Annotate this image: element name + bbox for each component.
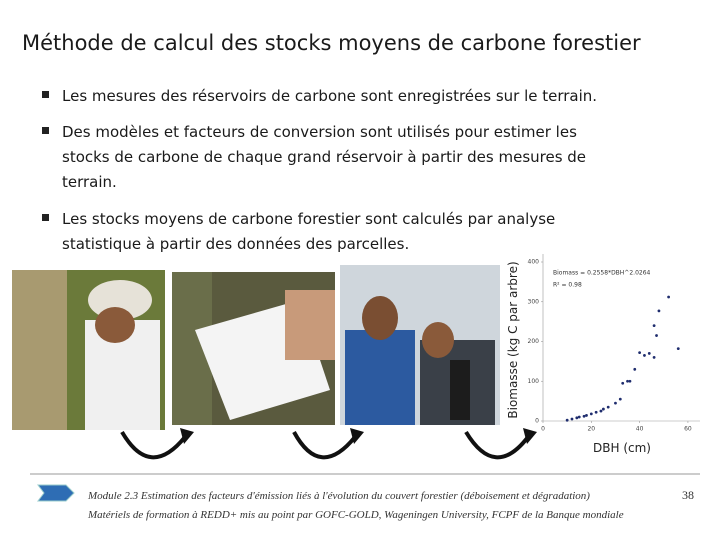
data-point [594, 410, 598, 414]
photo-measuring [12, 270, 165, 430]
data-point [657, 309, 661, 313]
x-tick-label: 60 [684, 426, 692, 433]
data-point [643, 354, 646, 357]
bullet-marker [42, 91, 49, 98]
data-point [570, 417, 574, 421]
data-point [647, 352, 651, 355]
data-point [638, 351, 642, 355]
data-point [621, 381, 625, 385]
footer-module: Module 2.3 Estimation des facteurs d'émi… [87, 490, 590, 502]
y-tick-label: 0 [535, 418, 539, 425]
data-point [565, 418, 569, 422]
photo-computer [340, 265, 500, 425]
data-point [626, 379, 629, 383]
y-tick-label: 200 [528, 338, 540, 345]
bullet-text: Les mesures des réservoirs de carbone so… [62, 87, 597, 105]
photo-recording [172, 272, 335, 425]
data-point [655, 334, 658, 337]
slide-title: Méthode de calcul des stocks moyens de c… [22, 31, 641, 55]
cycle-arrows [120, 430, 530, 460]
bullet-marker [42, 214, 49, 221]
x-tick-label: 0 [541, 426, 545, 433]
bullet-marker [42, 127, 49, 134]
data-point [599, 409, 603, 413]
arrow-heads [180, 428, 537, 444]
data-point [582, 414, 586, 418]
data-point [585, 414, 588, 417]
data-point [676, 347, 680, 351]
data-point [633, 367, 637, 371]
bullet-text: terrain. [62, 173, 117, 191]
data-point [606, 405, 610, 409]
data-point [628, 379, 632, 383]
x-tick-label: 20 [587, 426, 595, 433]
data-point [614, 401, 617, 405]
bullet-text: stocks de carbone de chaque grand réserv… [62, 148, 586, 166]
y-axis-label: Biomasse (kg C par arbre) [506, 261, 520, 418]
data-point [575, 416, 579, 420]
y-tick-label: 400 [528, 259, 540, 266]
data-point [667, 295, 670, 299]
bullet-text: Les stocks moyens de carbone forestier s… [62, 210, 555, 228]
data-point [589, 412, 593, 416]
bullet-list: Les mesures des réservoirs de carbone so… [42, 87, 597, 253]
annotation: Biomass = 0.2558*DBH^2.0264 [553, 270, 651, 277]
footer-chevron [37, 484, 75, 502]
data-point [652, 356, 656, 359]
annotation: R² = 0.98 [553, 282, 582, 289]
bullet-text: statistique à partir des données des par… [62, 235, 409, 253]
y-tick-label: 100 [528, 378, 540, 385]
data-point [652, 324, 656, 327]
data-point [601, 407, 605, 411]
page-number: 38 [682, 488, 694, 502]
x-tick-label: 40 [636, 426, 644, 433]
y-tick-label: 300 [528, 298, 540, 305]
bullet-text: Des modèles et facteurs de conversion so… [62, 123, 577, 141]
footer-credits: Matériels de formation à REDD+ mis au po… [87, 509, 624, 521]
data-point [618, 397, 622, 401]
scatter-chart: 0 100 200 300 400 0 20 40 60 Biomasse (kg C par a… [506, 254, 700, 455]
data-point [577, 415, 581, 419]
x-axis-label: DBH (cm) [593, 441, 651, 455]
